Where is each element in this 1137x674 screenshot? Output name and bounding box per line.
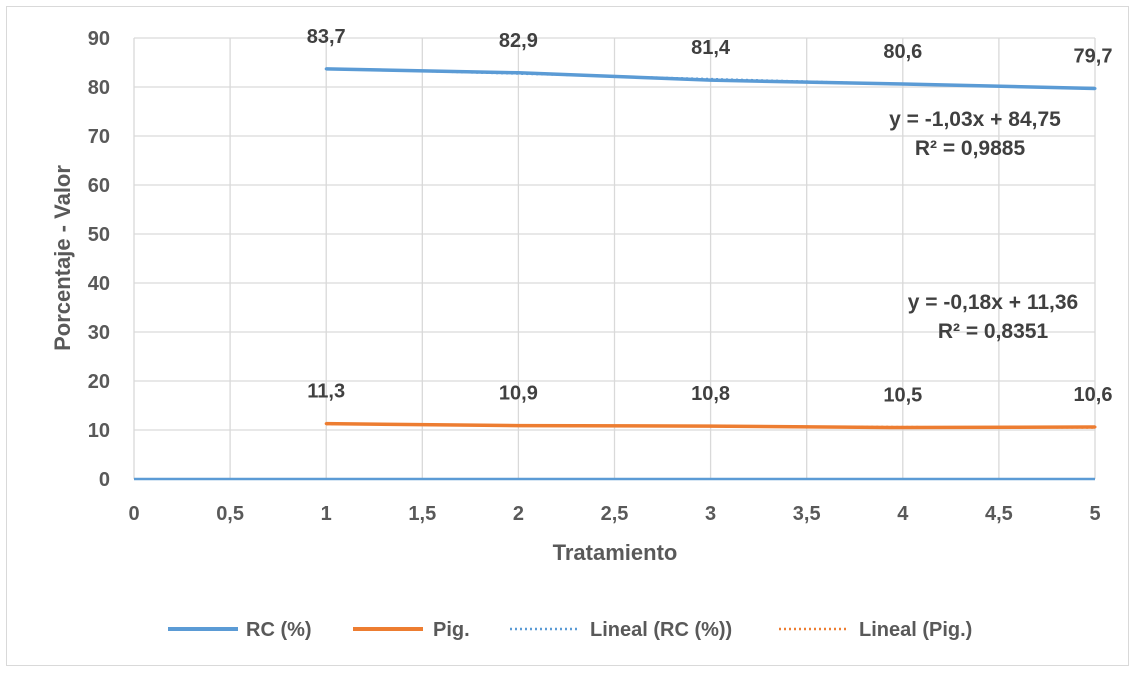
data-point — [1093, 425, 1097, 429]
x-axis-title: Tratamiento — [553, 540, 678, 565]
x-tick-label: 3 — [705, 503, 716, 525]
data-point — [516, 71, 520, 75]
data-labels: 83,7 82,9 81,4 80,6 79,7 11,3 10,9 10,8 10,5 10,6 — [307, 26, 1113, 407]
chart-frame — [6, 6, 1129, 666]
grid-lines — [133, 37, 1096, 479]
trendline-equation-pig: y = -0,18x + 11,36 — [908, 291, 1078, 314]
legend-label-rc: RC (%) — [246, 619, 312, 641]
data-point — [709, 424, 713, 428]
x-tick-label: 0,5 — [216, 503, 244, 525]
trendline-r2-rc: R² = 0,9885 — [915, 137, 1026, 160]
y-tick-label: 60 — [88, 175, 110, 197]
data-label: 80,6 — [883, 41, 922, 63]
data-point — [709, 78, 713, 82]
tick-labels: 0 10 20 30 40 50 60 70 80 90 0 0,5 1 1,5 2 2,5 3 3,5 4 4,5 5 — [88, 28, 1101, 525]
data-point — [324, 67, 328, 71]
data-label: 10,8 — [691, 383, 730, 405]
x-tick-label: 1,5 — [408, 503, 436, 525]
legend: RC (%) Pig. Lineal (RC (%)) Lineal (Pig.… — [168, 619, 972, 641]
x-tick-label: 2,5 — [601, 503, 629, 525]
legend-label-lineal-rc: Lineal (RC (%)) — [590, 619, 732, 641]
data-label: 82,9 — [499, 30, 538, 52]
data-label: 10,6 — [1074, 384, 1113, 406]
y-tick-label: 70 — [88, 126, 110, 148]
data-point — [901, 82, 905, 86]
x-tick-label: 5 — [1089, 503, 1100, 525]
data-label: 10,9 — [499, 383, 538, 405]
y-tick-label: 80 — [88, 77, 110, 99]
data-label: 81,4 — [691, 37, 731, 59]
data-point — [1093, 86, 1097, 90]
x-tick-label: 1 — [321, 503, 332, 525]
data-label: 83,7 — [307, 26, 346, 48]
x-tick-label: 3,5 — [793, 503, 821, 525]
data-label: 11,3 — [307, 381, 345, 403]
data-point — [324, 422, 328, 426]
y-tick-label: 40 — [88, 273, 110, 295]
trendline-r2-pig: R² = 0,8351 — [938, 320, 1049, 343]
y-tick-label: 50 — [88, 224, 110, 246]
x-tick-label: 2 — [513, 503, 524, 525]
data-point — [516, 424, 520, 428]
data-label: 79,7 — [1074, 45, 1113, 67]
x-tick-label: 4 — [897, 503, 909, 525]
data-label: 10,5 — [883, 385, 922, 407]
data-point — [901, 426, 905, 430]
series-lines — [134, 67, 1097, 481]
legend-label-lineal-pig: Lineal (Pig.) — [859, 619, 972, 641]
trendline-equation-rc: y = -1,03x + 84,75 — [889, 108, 1061, 131]
legend-label-pig: Pig. — [433, 619, 470, 641]
y-tick-label: 20 — [88, 371, 110, 393]
y-tick-label: 90 — [88, 28, 110, 50]
x-tick-label: 4,5 — [985, 503, 1013, 525]
x-tick-label: 0 — [128, 503, 139, 525]
y-tick-label: 10 — [88, 420, 110, 442]
y-tick-label: 30 — [88, 322, 110, 344]
y-axis-title: Porcentaje - Valor — [50, 165, 75, 351]
y-tick-label: 0 — [99, 469, 110, 491]
